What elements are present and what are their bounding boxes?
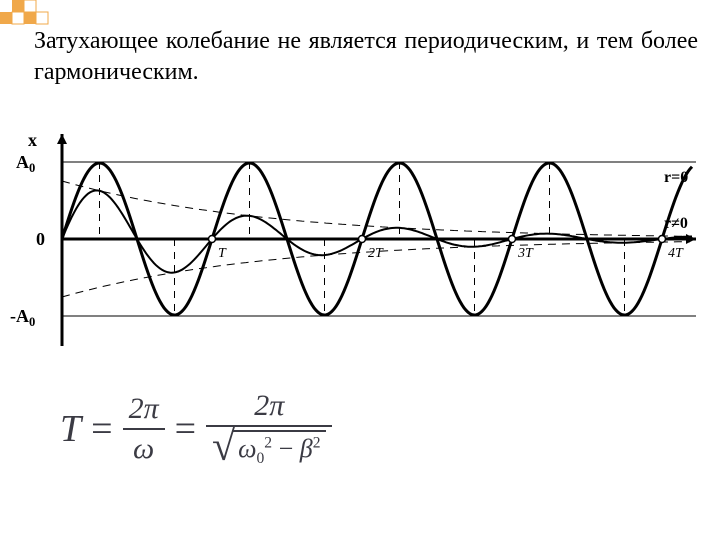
formula-eq1: = bbox=[91, 407, 112, 451]
sqrt: √ ω02 − β2 bbox=[212, 430, 326, 468]
radicand: ω02 − β2 bbox=[232, 430, 326, 468]
svg-text:r=0: r=0 bbox=[664, 169, 688, 186]
svg-text:-A0: -A0 bbox=[10, 306, 35, 329]
formula-T: T bbox=[60, 407, 81, 451]
svg-text:4T: 4T bbox=[668, 246, 684, 261]
frac2-num: 2π bbox=[248, 390, 290, 422]
oscillation-diagram: xA0 -A0 0 T 2T 3T 4T r=0 r≠0 bbox=[6, 124, 706, 354]
svg-text:2T: 2T bbox=[368, 246, 384, 261]
svg-text:x: x bbox=[28, 130, 37, 150]
formula-frac2: 2π √ ω02 − β2 bbox=[206, 390, 332, 467]
period-formula: T = 2π ω = 2π √ ω02 − β2 bbox=[60, 390, 480, 500]
svg-text:0: 0 bbox=[36, 229, 45, 249]
svg-text:3T: 3T bbox=[517, 246, 534, 261]
frac1-den: ω bbox=[127, 433, 160, 465]
svg-text:r≠0: r≠0 bbox=[664, 215, 688, 232]
frac1-num: 2π bbox=[123, 393, 165, 425]
omega0: ω bbox=[238, 434, 256, 463]
beta: β bbox=[300, 434, 313, 463]
body-text: Затухающее колебание не является периоди… bbox=[34, 26, 698, 88]
svg-text:A0: A0 bbox=[16, 152, 35, 175]
omega0-sub: 0 bbox=[256, 450, 264, 467]
formula-eq2: = bbox=[175, 407, 196, 451]
minus: − bbox=[279, 434, 294, 463]
svg-text:T: T bbox=[218, 246, 227, 261]
frac2-den: √ ω02 − β2 bbox=[206, 430, 332, 468]
beta-sq: 2 bbox=[313, 434, 321, 451]
omega0-sq: 2 bbox=[264, 434, 272, 451]
frac1-bar bbox=[123, 428, 165, 430]
formula-frac1: 2π ω bbox=[123, 393, 165, 464]
